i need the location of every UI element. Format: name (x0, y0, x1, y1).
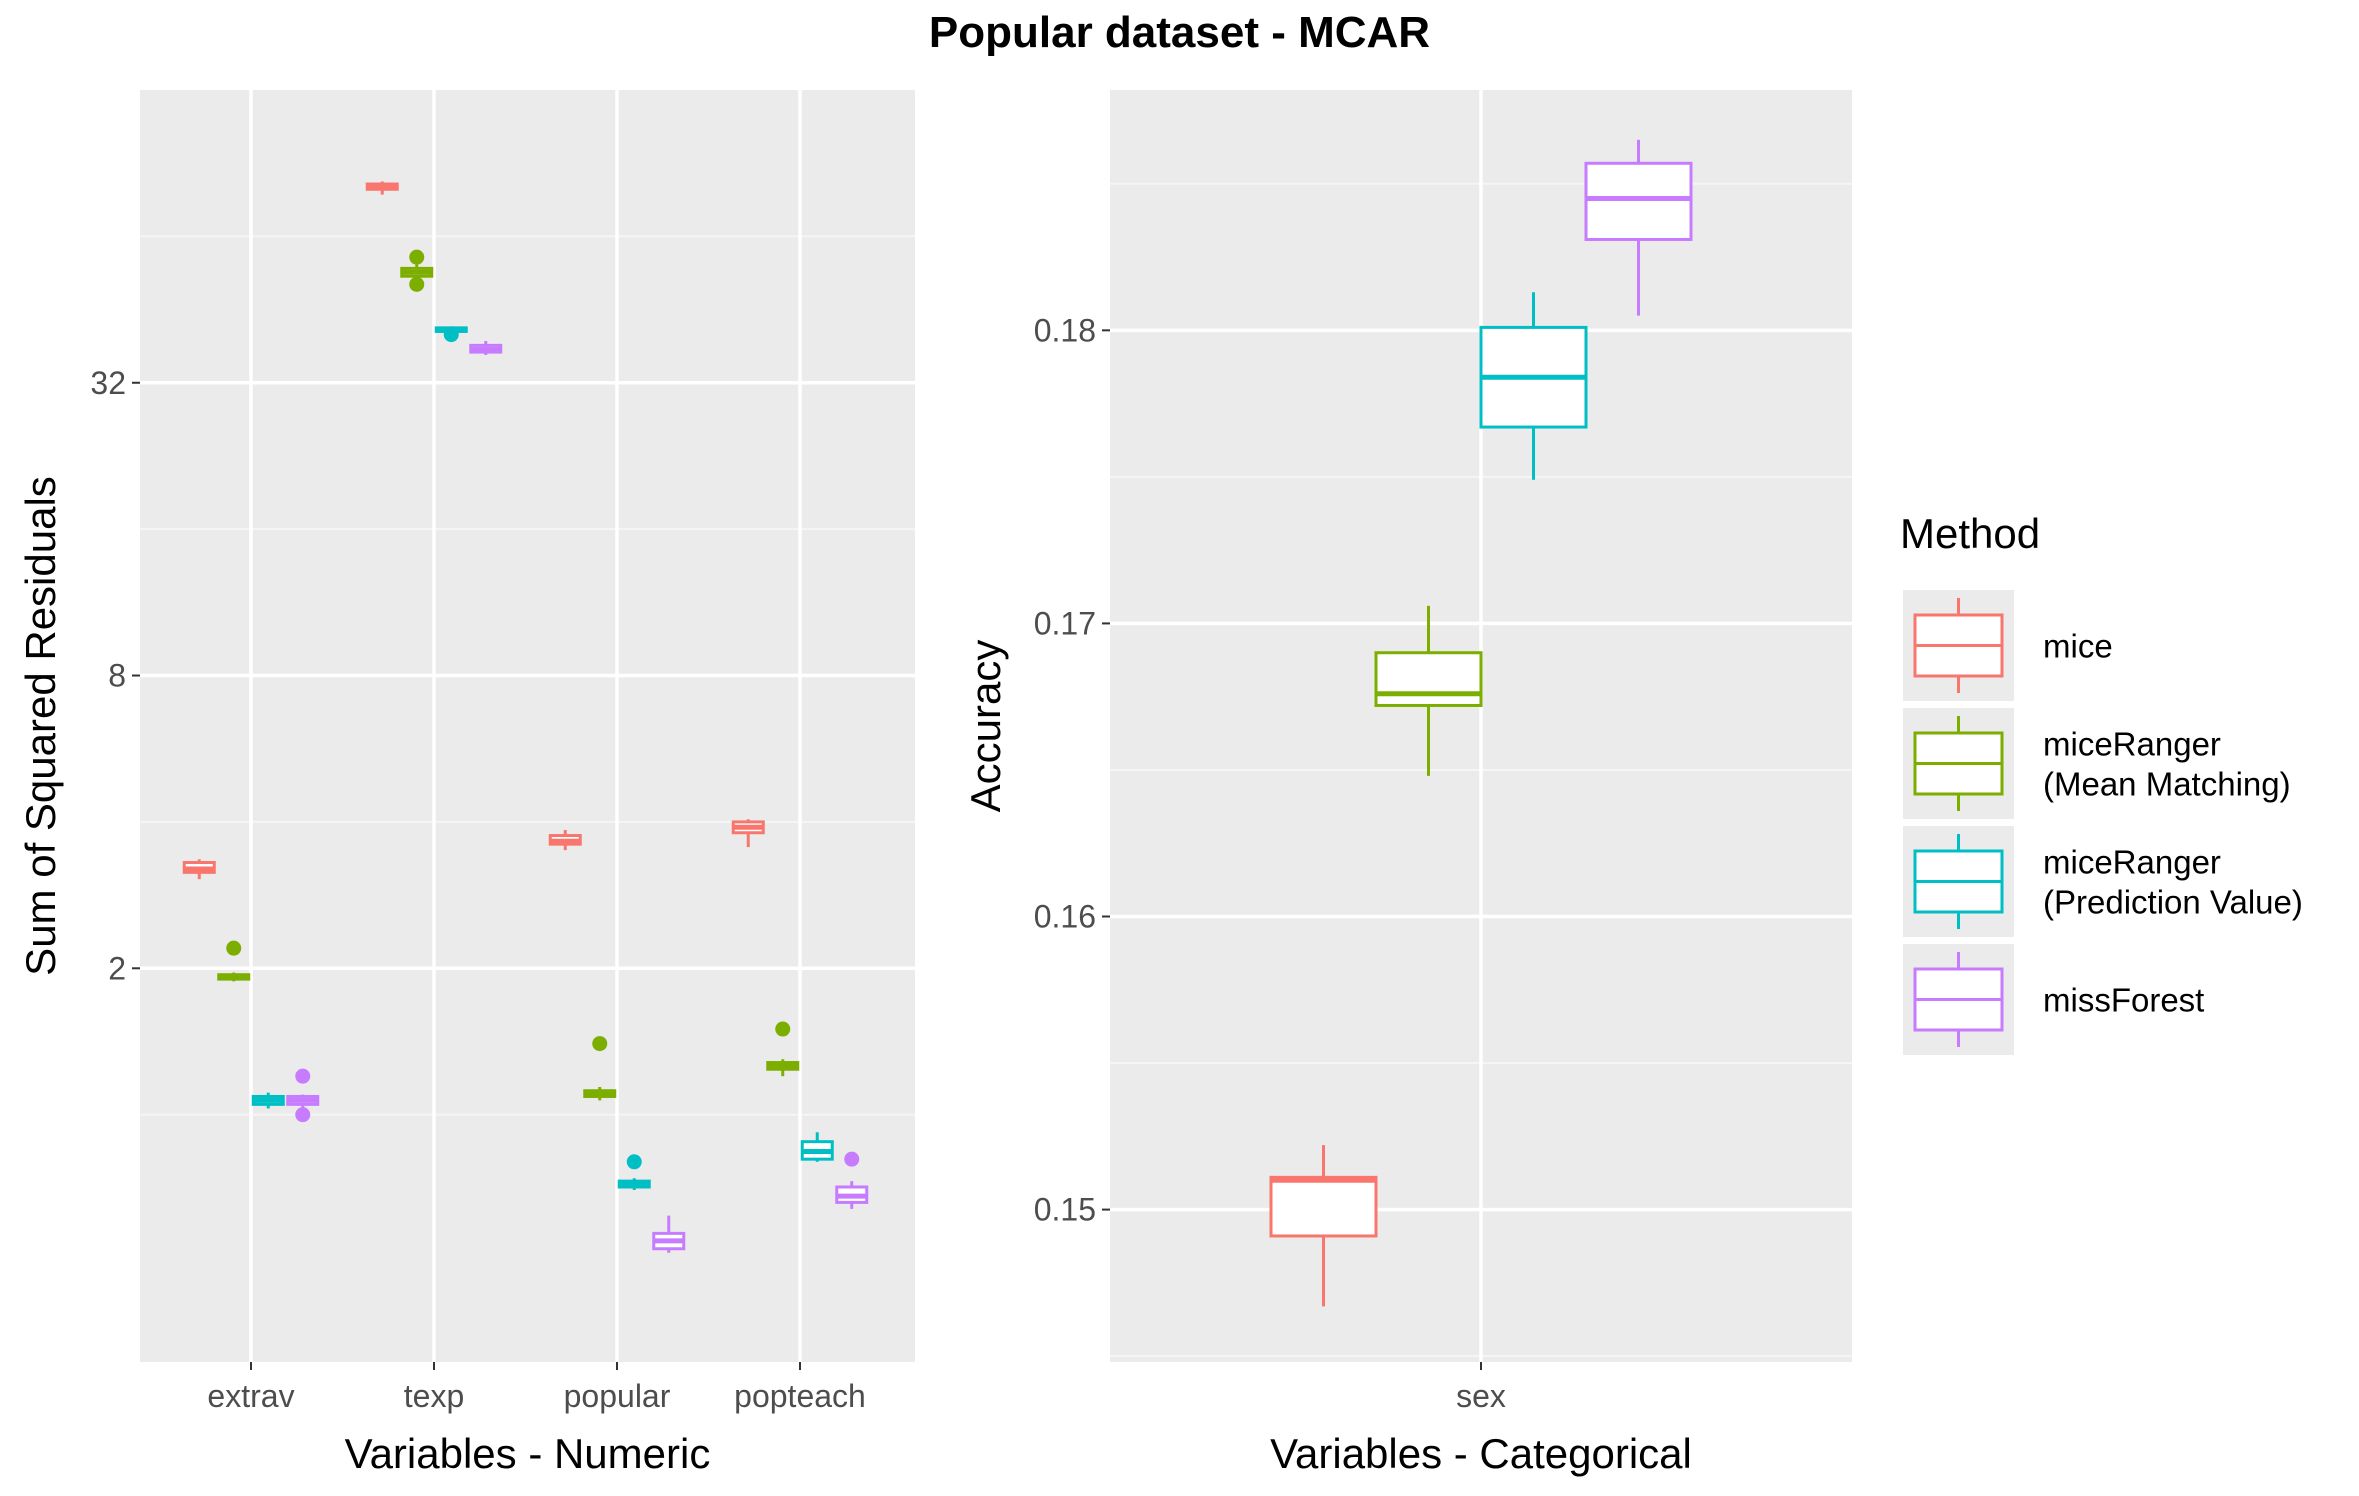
outlier-point (226, 940, 242, 956)
y-axis-title: Accuracy (962, 640, 1009, 813)
series-miceranger-prediction-value (251, 326, 834, 1190)
outlier-point (409, 276, 425, 292)
y-tick-label: 0.16 (1034, 899, 1096, 935)
legend-item: missForest (1903, 944, 2204, 1055)
series-miceranger-mean-matching (1374, 605, 1483, 776)
legend-label: missForest (2043, 982, 2204, 1019)
series-missforest (1584, 139, 1693, 316)
y-tick-label: 32 (90, 365, 126, 401)
y-axis-title: Sum of Squared Residuals (17, 476, 64, 976)
y-tick-label: 2 (108, 950, 126, 986)
outlier-point (775, 1021, 791, 1037)
series-mice (1269, 1145, 1378, 1307)
outlier-point (295, 1068, 311, 1084)
box-body (1374, 651, 1483, 707)
box-body (1269, 1175, 1378, 1238)
legend-item: miceRanger(Mean Matching) (1903, 708, 2291, 819)
legend-item: miceRanger(Prediction Value) (1903, 826, 2303, 937)
series-missforest (286, 340, 869, 1253)
plot-panel (140, 90, 915, 1362)
x-axis-title: Variables - Categorical (1270, 1430, 1692, 1477)
x-tick-label: sex (1456, 1378, 1506, 1414)
legend-label: (Mean Matching) (2043, 766, 2291, 803)
box-body (1584, 161, 1693, 241)
legend-label: miceRanger (2043, 726, 2221, 763)
y-tick-label: 0.17 (1034, 605, 1096, 641)
y-tick-label: 0.15 (1034, 1192, 1096, 1228)
y-tick-label: 0.18 (1034, 312, 1096, 348)
x-tick-label: extrav (207, 1378, 294, 1414)
outlier-point (844, 1151, 860, 1167)
series-miceranger-prediction-value (1479, 292, 1588, 480)
outlier-point (443, 327, 459, 343)
chart-title: Popular dataset - MCAR (928, 8, 1431, 57)
legend-label: mice (2043, 628, 2113, 665)
legend-item: mice (1903, 590, 2113, 701)
legend-label: (Prediction Value) (2043, 884, 2303, 921)
outlier-point (592, 1036, 608, 1052)
x-tick-label: texp (404, 1378, 464, 1414)
x-tick-label: popular (564, 1378, 671, 1414)
outlier-point (409, 249, 425, 265)
series-mice (182, 181, 765, 880)
x-axis-title: Variables - Numeric (345, 1430, 711, 1477)
legend-title: Method (1900, 510, 2040, 557)
legend-label: miceRanger (2043, 844, 2221, 881)
x-tick-label: popteach (734, 1378, 866, 1414)
outlier-point (295, 1107, 311, 1123)
y-tick-label: 8 (108, 658, 126, 694)
outlier-point (626, 1154, 642, 1170)
series-miceranger-mean-matching (217, 249, 800, 1101)
